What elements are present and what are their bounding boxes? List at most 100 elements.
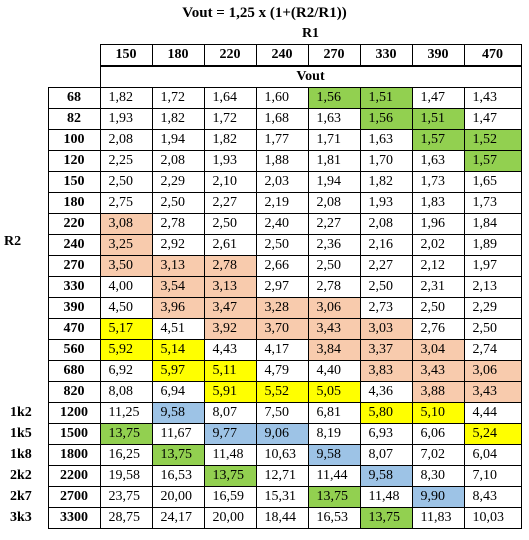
r2-value-cell[interactable]: 560 (47, 339, 101, 361)
vout-cell[interactable]: 4,36 (359, 381, 413, 403)
vout-cell[interactable]: 13,75 (151, 444, 205, 466)
vout-cell[interactable]: 16,25 (99, 444, 153, 466)
r2-value-cell[interactable]: 1200 (47, 402, 101, 424)
vout-cell[interactable]: 3,84 (307, 339, 361, 361)
vout-cell[interactable]: 9,58 (307, 444, 361, 466)
vout-cell[interactable]: 1,51 (411, 108, 465, 130)
vout-cell[interactable]: 5,91 (203, 381, 257, 403)
vout-cell[interactable]: 3,43 (463, 381, 522, 403)
vout-cell[interactable]: 1,57 (463, 150, 522, 172)
vout-cell[interactable]: 1,51 (359, 87, 413, 109)
vout-cell[interactable]: 3,83 (359, 360, 413, 382)
vout-cell[interactable]: 9,90 (411, 486, 465, 508)
vout-cell[interactable]: 3,47 (203, 297, 257, 319)
vout-cell[interactable]: 1,47 (463, 108, 522, 130)
vout-cell[interactable]: 1,60 (255, 87, 309, 109)
vout-cell[interactable]: 3,37 (359, 339, 413, 361)
r1-header-cell[interactable]: 150 (99, 44, 153, 67)
vout-cell[interactable]: 5,24 (463, 423, 522, 445)
vout-cell[interactable]: 1,94 (151, 129, 205, 151)
vout-cell[interactable]: 2,50 (411, 297, 465, 319)
vout-cell[interactable]: 2,10 (203, 171, 257, 193)
vout-cell[interactable]: 1,52 (463, 129, 522, 151)
vout-cell[interactable]: 5,97 (151, 360, 205, 382)
vout-cell[interactable]: 4,00 (99, 276, 153, 298)
vout-cell[interactable]: 5,10 (411, 402, 465, 424)
r2-value-cell[interactable]: 1800 (47, 444, 101, 466)
vout-cell[interactable]: 2,36 (307, 234, 361, 256)
vout-cell[interactable]: 3,08 (99, 213, 153, 235)
vout-cell[interactable]: 1,97 (463, 255, 522, 277)
r2-value-cell[interactable]: 1500 (47, 423, 101, 445)
vout-cell[interactable]: 11,67 (151, 423, 205, 445)
vout-cell[interactable]: 16,53 (307, 507, 361, 529)
r1-header-cell[interactable]: 390 (411, 44, 465, 67)
vout-cell[interactable]: 4,43 (203, 339, 257, 361)
vout-cell[interactable]: 8,07 (359, 444, 413, 466)
vout-cell[interactable]: 19,58 (99, 465, 153, 487)
vout-cell[interactable]: 2,50 (359, 276, 413, 298)
vout-cell[interactable]: 1,70 (359, 150, 413, 172)
vout-cell[interactable]: 13,75 (359, 507, 413, 529)
r2-value-cell[interactable]: 270 (47, 255, 101, 277)
vout-cell[interactable]: 1,82 (151, 108, 205, 130)
vout-cell[interactable]: 4,79 (255, 360, 309, 382)
vout-cell[interactable]: 13,75 (99, 423, 153, 445)
vout-cell[interactable]: 1,72 (203, 108, 257, 130)
vout-cell[interactable]: 2,19 (255, 192, 309, 214)
vout-cell[interactable]: 6,94 (151, 381, 205, 403)
vout-cell[interactable]: 1,56 (307, 87, 361, 109)
vout-cell[interactable]: 11,25 (99, 402, 153, 424)
vout-cell[interactable]: 1,72 (151, 87, 205, 109)
vout-cell[interactable]: 6,81 (307, 402, 361, 424)
vout-cell[interactable]: 5,05 (307, 381, 361, 403)
vout-cell[interactable]: 4,40 (307, 360, 361, 382)
vout-cell[interactable]: 3,28 (255, 297, 309, 319)
vout-cell[interactable]: 11,48 (203, 444, 257, 466)
vout-cell[interactable]: 1,47 (411, 87, 465, 109)
vout-cell[interactable]: 5,14 (151, 339, 205, 361)
vout-cell[interactable]: 1,68 (255, 108, 309, 130)
vout-cell[interactable]: 2,74 (463, 339, 522, 361)
vout-cell[interactable]: 2,02 (411, 234, 465, 256)
vout-cell[interactable]: 3,88 (411, 381, 465, 403)
vout-cell[interactable]: 11,83 (411, 507, 465, 529)
r2-value-cell[interactable]: 220 (47, 213, 101, 235)
r2-value-cell[interactable]: 240 (47, 234, 101, 256)
vout-cell[interactable]: 1,82 (359, 171, 413, 193)
vout-cell[interactable]: 1,93 (99, 108, 153, 130)
vout-cell[interactable]: 8,07 (203, 402, 257, 424)
vout-cell[interactable]: 9,06 (255, 423, 309, 445)
r1-header-cell[interactable]: 470 (463, 44, 522, 67)
r2-value-cell[interactable]: 82 (47, 108, 101, 130)
vout-cell[interactable]: 11,44 (307, 465, 361, 487)
vout-cell[interactable]: 2,50 (463, 318, 522, 340)
vout-cell[interactable]: 1,73 (463, 192, 522, 214)
r1-header-cell[interactable]: 270 (307, 44, 361, 67)
vout-cell[interactable]: 7,10 (463, 465, 522, 487)
vout-cell[interactable]: 3,06 (463, 360, 522, 382)
vout-cell[interactable]: 2,27 (307, 213, 361, 235)
r2-value-cell[interactable]: 470 (47, 318, 101, 340)
vout-cell[interactable]: 1,88 (255, 150, 309, 172)
vout-cell[interactable]: 2,27 (359, 255, 413, 277)
vout-cell[interactable]: 13,75 (203, 465, 257, 487)
vout-cell[interactable]: 18,44 (255, 507, 309, 529)
vout-cell[interactable]: 1,82 (203, 129, 257, 151)
vout-cell[interactable]: 1,94 (307, 171, 361, 193)
r2-value-cell[interactable]: 150 (47, 171, 101, 193)
r1-header-cell[interactable]: 220 (203, 44, 257, 67)
vout-cell[interactable]: 6,06 (411, 423, 465, 445)
r1-header-cell[interactable]: 180 (151, 44, 205, 67)
vout-cell[interactable]: 3,50 (99, 255, 153, 277)
vout-cell[interactable]: 20,00 (151, 486, 205, 508)
vout-cell[interactable]: 2,50 (99, 171, 153, 193)
vout-cell[interactable]: 2,08 (99, 129, 153, 151)
vout-cell[interactable]: 2,50 (203, 213, 257, 235)
vout-cell[interactable]: 4,51 (151, 318, 205, 340)
vout-cell[interactable]: 15,31 (255, 486, 309, 508)
vout-cell[interactable]: 1,77 (255, 129, 309, 151)
vout-cell[interactable]: 1,96 (411, 213, 465, 235)
vout-cell[interactable]: 2,78 (307, 276, 361, 298)
vout-cell[interactable]: 2,73 (359, 297, 413, 319)
